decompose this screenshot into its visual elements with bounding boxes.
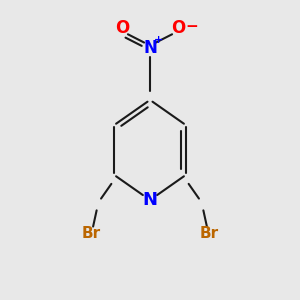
Text: −: − — [186, 19, 199, 34]
Text: N: N — [143, 39, 157, 57]
Text: O: O — [171, 20, 185, 38]
Text: O: O — [115, 20, 129, 38]
Text: Br: Br — [81, 226, 100, 242]
Text: +: + — [154, 35, 163, 45]
Text: Br: Br — [200, 226, 219, 242]
Text: N: N — [142, 191, 158, 209]
